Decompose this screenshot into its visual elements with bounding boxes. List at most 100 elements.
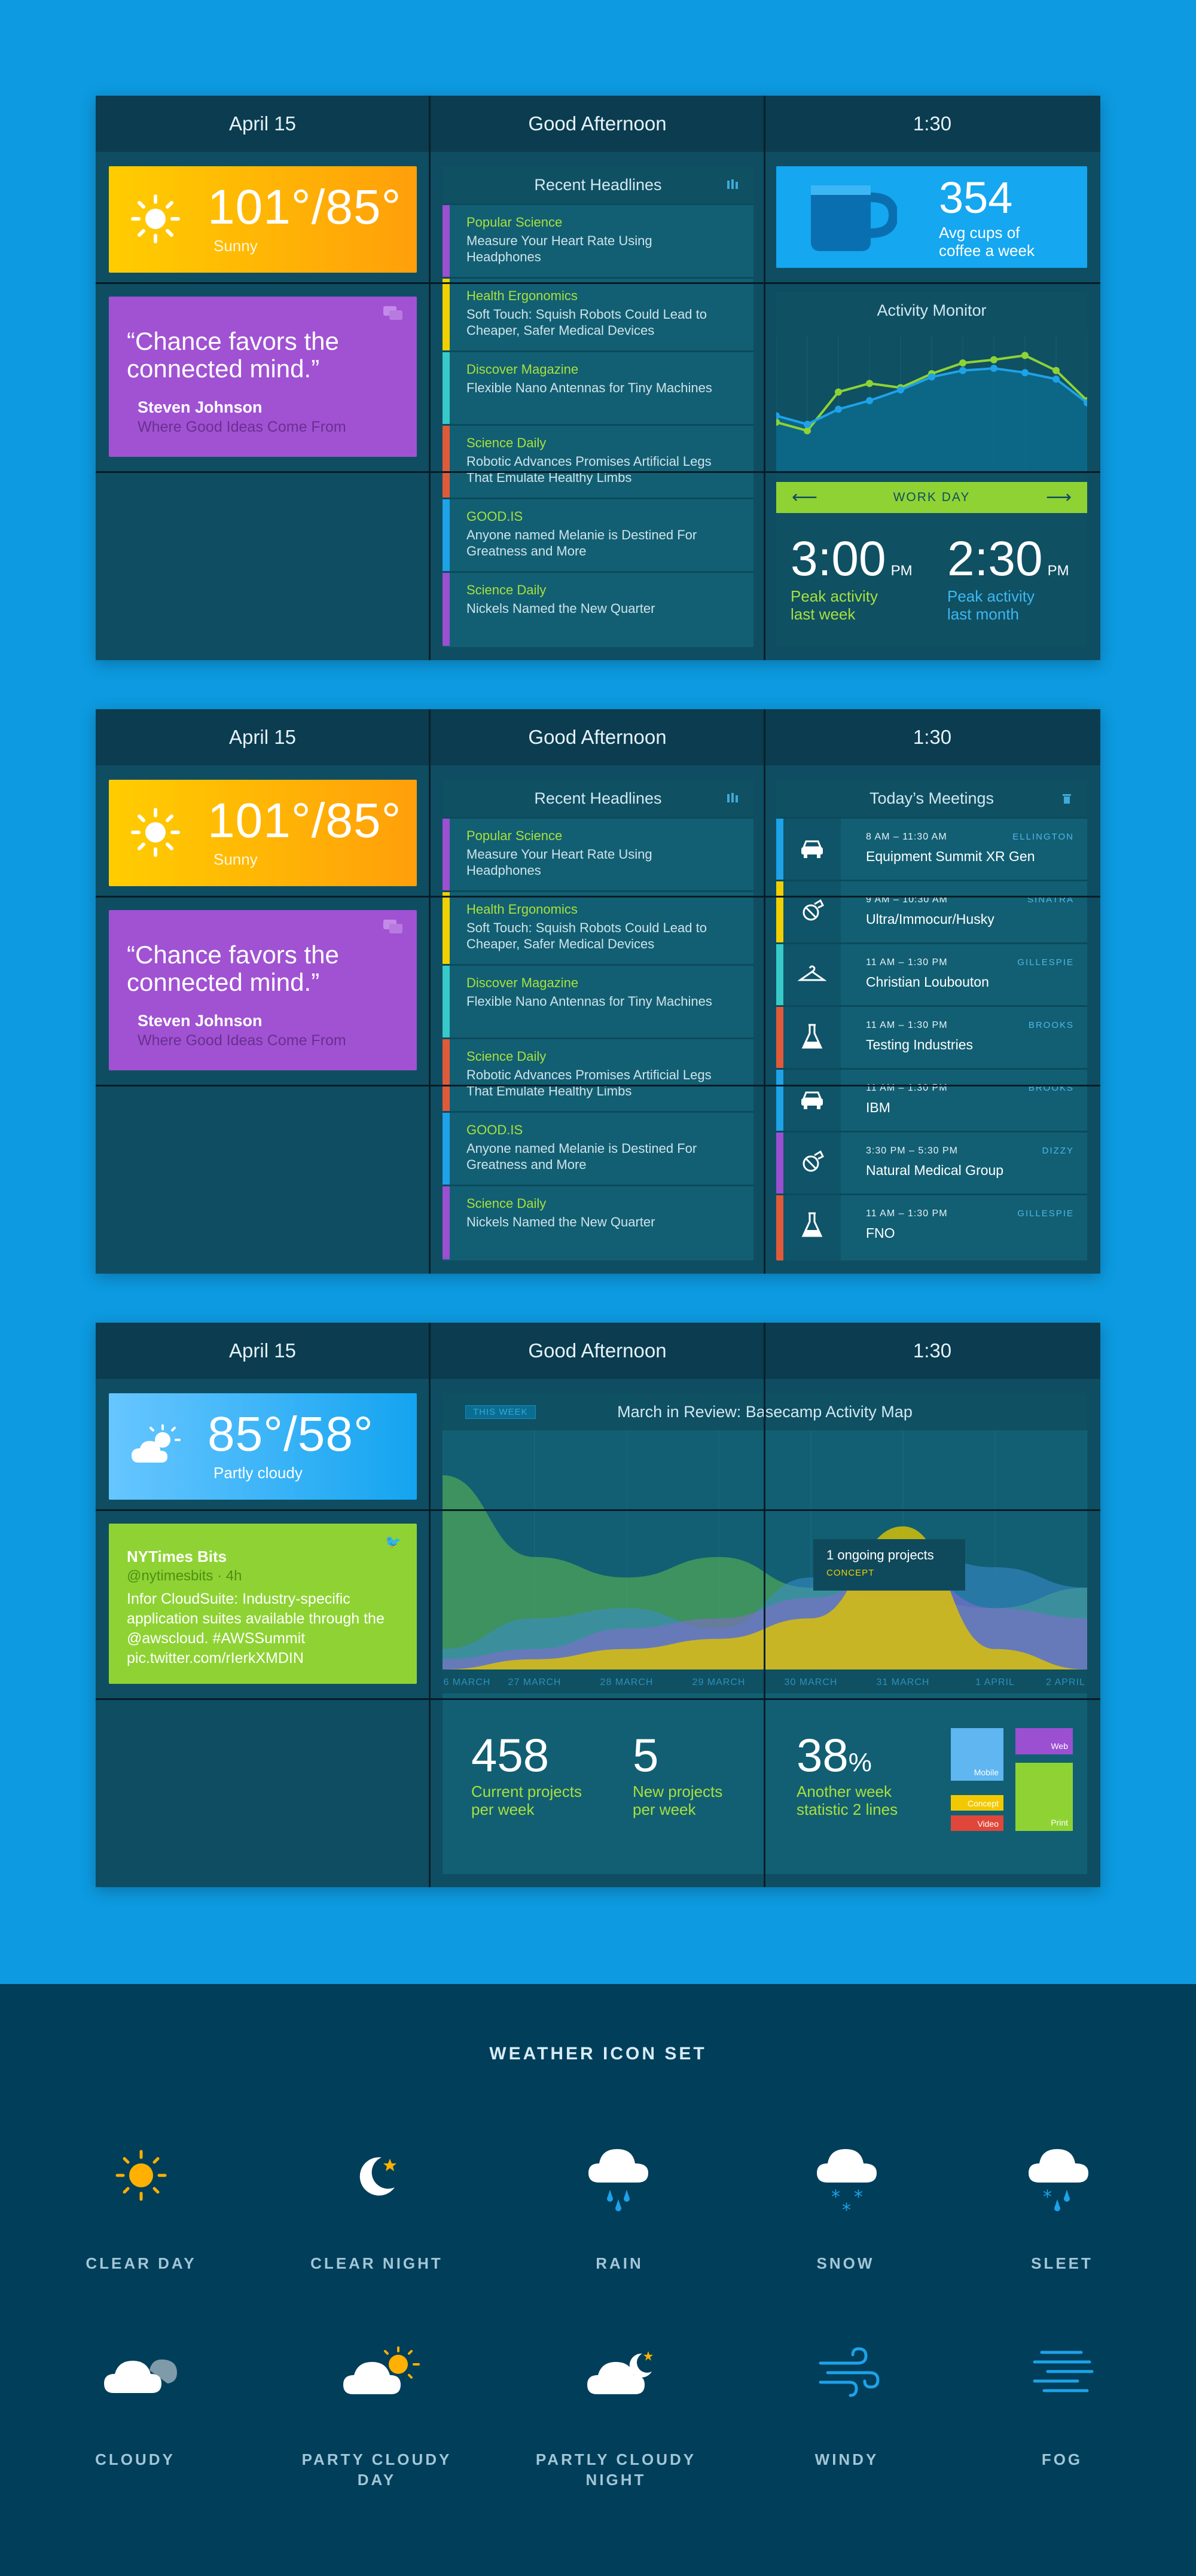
workday-nav: ⟵ WORK DAY ⟶ — [776, 482, 1087, 513]
flask-icon — [801, 1212, 823, 1237]
sun-icon — [131, 194, 180, 243]
x-tick-label: 29 MARCH — [692, 1677, 746, 1687]
header-date: April 15 — [229, 726, 296, 748]
meetings-title: Today’s Meetings — [776, 780, 1087, 817]
headline-item[interactable]: Science Daily Nickels Named the New Quar… — [443, 571, 753, 646]
legend-print[interactable]: Print — [1015, 1763, 1073, 1831]
meeting-color-bar — [776, 819, 783, 881]
meeting-color-bar — [776, 1070, 783, 1132]
bars-icon — [727, 179, 738, 189]
meeting-item[interactable]: 11 AM – 1:30 PM IBM BROOKS — [776, 1068, 1087, 1132]
quote-author: Steven Johnson — [138, 398, 263, 416]
headline-title: Soft Touch: Squish Robots Could Lead to … — [466, 307, 707, 338]
meeting-icon-box — [783, 1070, 841, 1132]
legend-mobile[interactable]: Mobile — [951, 1728, 1003, 1781]
twitter-icon: 🐦 — [385, 1534, 401, 1549]
meeting-name: FNO — [866, 1225, 895, 1241]
headline-item[interactable]: Popular Science Measure Your Heart Rate … — [443, 817, 753, 892]
svg-text:*: * — [831, 2187, 840, 2208]
headline-item[interactable]: Discover Magazine Flexible Nano Antennas… — [443, 350, 753, 425]
meeting-item[interactable]: 9 AM – 10:30 AM Ultra/Immocur/Husky SINA… — [776, 880, 1087, 944]
windy-icon — [819, 2347, 880, 2397]
headline-source: Science Daily — [466, 1196, 547, 1211]
headline-item[interactable]: Popular Science Measure Your Heart Rate … — [443, 203, 753, 278]
divider — [429, 96, 431, 660]
tweet-text: Infor CloudSuite: Industry-specific appl… — [127, 1591, 385, 1667]
legend-concept[interactable]: Concept — [951, 1795, 1003, 1811]
this-week-tag[interactable]: THIS WEEK — [465, 1405, 536, 1419]
next-arrow-icon[interactable]: ⟶ — [1045, 487, 1072, 507]
headline-color-bar — [443, 966, 450, 1039]
headline-item[interactable]: Science Daily Robotic Advances Promises … — [443, 424, 753, 499]
headline-item[interactable]: Health Ergonomics Soft Touch: Squish Rob… — [443, 277, 753, 352]
quote-author: Steven Johnson — [138, 1012, 263, 1030]
bars-icon — [727, 793, 738, 802]
x-tick-label: 30 MARCH — [785, 1677, 838, 1687]
trash-icon[interactable] — [1062, 793, 1072, 804]
headline-item[interactable]: Health Ergonomics Soft Touch: Squish Rob… — [443, 890, 753, 965]
headline-item[interactable]: Discover Magazine Flexible Nano Antennas… — [443, 964, 753, 1039]
weather-card[interactable]: 101°/85° Sunny — [109, 166, 417, 273]
meeting-name: Testing Industries — [866, 1037, 973, 1052]
data-point — [776, 412, 780, 420]
tooltip-title: 1 ongoing projects — [826, 1548, 934, 1562]
meeting-icon-box — [783, 944, 841, 1006]
headline-item[interactable]: GOOD.IS Anyone named Melanie is Destined… — [443, 498, 753, 572]
weather-card[interactable]: 85°/58° Partly cloudy — [109, 1393, 417, 1500]
icon-label: PARTY CLOUDY DAY — [301, 2450, 452, 2489]
meeting-item[interactable]: 11 AM – 1:30 PM Testing Industries BROOK… — [776, 1005, 1087, 1069]
headline-item[interactable]: Science Daily Robotic Advances Promises … — [443, 1037, 753, 1112]
cloudy-icon — [104, 2359, 177, 2393]
headline-item[interactable]: GOOD.IS Anyone named Melanie is Destined… — [443, 1111, 753, 1186]
meeting-color-bar — [776, 881, 783, 944]
stat-new-projects: 5 New projects per week — [633, 1729, 723, 1818]
dashboard-header: April 15 Good Afternoon 1:30 — [96, 96, 1100, 152]
meeting-item[interactable]: 11 AM – 1:30 PM Christian Loubouton GILL… — [776, 942, 1087, 1006]
meeting-icon-box — [783, 1007, 841, 1069]
divider — [96, 471, 1100, 473]
legend-web[interactable]: Web — [1015, 1728, 1073, 1754]
divider — [429, 709, 431, 1274]
headline-color-bar — [443, 426, 450, 499]
tweet-card[interactable]: 🐦 NYTimes Bits @nytimesbits · 4h Infor C… — [109, 1524, 417, 1684]
meeting-name: Natural Medical Group — [866, 1162, 1004, 1178]
activity-chart — [776, 335, 1087, 472]
meeting-item[interactable]: 11 AM – 1:30 PM FNO GILLESPIE — [776, 1194, 1087, 1260]
headline-item[interactable]: Science Daily Nickels Named the New Quar… — [443, 1185, 753, 1259]
tweet-account: NYTimes Bits — [127, 1548, 227, 1565]
temperature: 101°/85° — [208, 180, 402, 234]
divider — [764, 709, 765, 1274]
meeting-item[interactable]: 3:30 PM – 5:30 PM Natural Medical Group … — [776, 1131, 1087, 1195]
weather-condition: Partly cloudy — [213, 1464, 303, 1482]
chart-tooltip: 1 ongoing projects CONCEPT — [813, 1539, 965, 1591]
data-point — [959, 367, 966, 374]
icon-label: CLEAR DAY — [86, 2254, 197, 2272]
meeting-name: Christian Loubouton — [866, 974, 989, 990]
clear-day-icon — [115, 2150, 167, 2201]
meeting-location: DIZZY — [1042, 1146, 1074, 1156]
prev-arrow-icon[interactable]: ⟵ — [792, 487, 818, 507]
headline-title: Nickels Named the New Quarter — [466, 601, 655, 616]
headline-title: Nickels Named the New Quarter — [466, 1214, 655, 1229]
chat-icon — [383, 306, 402, 320]
svg-text:*: * — [854, 2187, 863, 2208]
header-time: 1:30 — [913, 726, 952, 748]
x-tick-label: 28 MARCH — [600, 1677, 654, 1687]
data-point — [959, 359, 966, 367]
temperature: 101°/85° — [208, 793, 402, 848]
quote-card[interactable]: “Chance favors the connected mind.” Stev… — [109, 910, 417, 1070]
dashboard-header: April 15 Good Afternoon 1:30 — [96, 709, 1100, 765]
header-date: April 15 — [229, 112, 296, 135]
meeting-color-bar — [776, 944, 783, 1006]
legend-video[interactable]: Video — [951, 1815, 1003, 1831]
weather-card[interactable]: 101°/85° Sunny — [109, 780, 417, 886]
quote-book: Where Good Ideas Come From — [138, 419, 346, 435]
peak-last-month: 2:30 PM Peak activity last month — [947, 532, 1069, 623]
partly-cloudy-night-icon — [587, 2351, 653, 2394]
quote-card[interactable]: “Chance favors the connected mind.” Stev… — [109, 297, 417, 457]
meetings-panel: Today’s Meetings 8 AM – 11:30 AM Equipme… — [776, 780, 1087, 1260]
meeting-item[interactable]: 8 AM – 11:30 AM Equipment Summit XR Gen … — [776, 817, 1087, 881]
coffee-cup-icon — [811, 185, 897, 251]
coffee-card[interactable]: 354 Avg cups of coffee a week — [776, 166, 1087, 268]
stat-another-week: 38% Another week statistic 2 lines — [797, 1729, 898, 1818]
